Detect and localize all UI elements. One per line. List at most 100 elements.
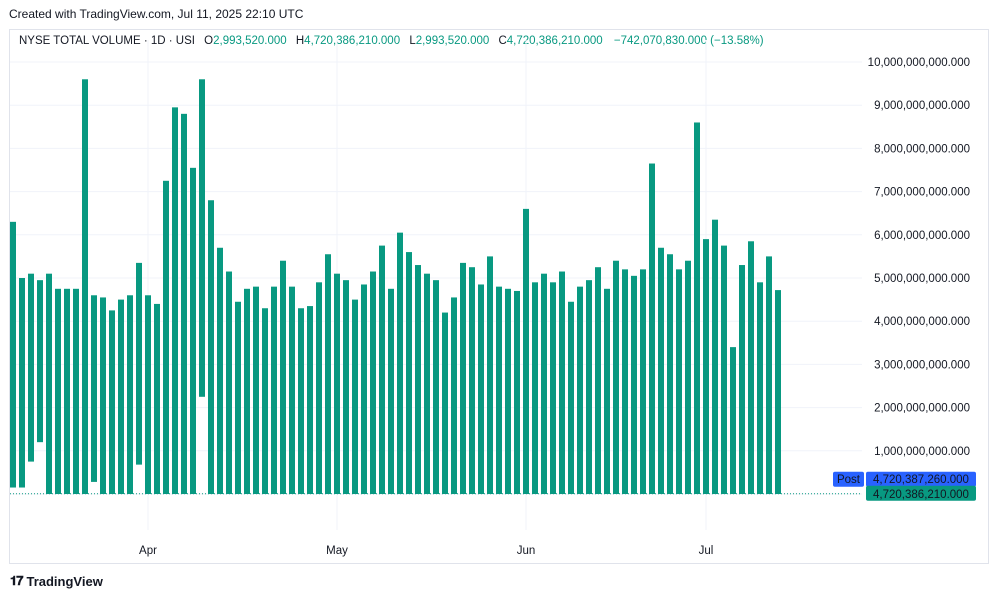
volume-bar [343,280,349,494]
tradingview-logo-icon: 𝟏𝟕 [10,573,24,588]
volume-bar [631,275,637,494]
volume-bar [199,79,205,397]
tradingview-logo[interactable]: 𝟏𝟕 TradingView [10,573,103,589]
low-label: L [409,35,416,47]
volume-bar [118,299,124,494]
volume-bar [694,122,700,494]
volume-bar [532,282,538,494]
volume-bar [766,256,772,494]
volume-bar [298,308,304,494]
volume-bar [775,290,781,494]
volume-bar [685,260,691,494]
volume-bar [55,288,61,494]
symbol-title[interactable]: NYSE TOTAL VOLUME · 1D · USI [19,35,195,47]
volume-bar [712,219,718,494]
ohlc-legend: NYSE TOTAL VOLUME · 1D · USI O2,993,520.… [19,35,764,47]
volume-bar [451,297,457,494]
volume-bar [460,262,466,494]
y-tick-label: 2,000,000,000.000 [874,403,970,415]
volume-bar [730,347,736,494]
volume-bar [100,297,106,494]
volume-bar [28,273,34,462]
change-value: −742,070,830.000 (−13.58%) [613,35,764,47]
volume-bar [757,282,763,494]
volume-bar [91,295,97,482]
open-label: O [204,35,214,47]
post-label: Post [837,474,861,486]
volume-bar [136,262,142,465]
y-axis: 0.0001,000,000,000.0002,000,000,000.0003… [868,57,970,501]
volume-bar [667,254,673,494]
volume-bar [334,273,340,494]
volume-bar [172,107,178,495]
volume-bar [388,288,394,494]
x-tick-label: Apr [139,545,157,557]
volume-bar [181,113,187,494]
volume-bar [442,312,448,494]
volume-bar [262,308,268,494]
y-tick-label: 4,000,000,000.000 [874,316,970,328]
volume-bar [550,282,556,494]
bar-series [10,79,781,495]
open-value: 2,993,520.000 [213,35,287,47]
close-value: 4,720,386,210.000 [506,35,603,47]
y-tick-label: 1,000,000,000.000 [874,446,970,458]
volume-bar [505,288,511,494]
volume-bar [325,254,331,494]
volume-bar [721,245,727,494]
volume-bar [289,286,295,494]
volume-bar [433,280,439,494]
volume-bar [154,303,160,494]
volume-bar [316,282,322,494]
volume-bar [361,284,367,494]
volume-bar [253,286,259,494]
volume-bar [379,245,385,494]
price-tags: Post 4,720,387,260.000 4,720,386,210.000 [10,471,976,501]
volume-bar [469,267,475,494]
last-value-tag [866,485,976,501]
volume-bar [523,208,529,494]
volume-bar [73,288,79,494]
volume-bar [577,286,583,494]
volume-bar [37,280,43,443]
volume-bar [46,273,52,494]
chart-caption: Created with TradingView.com, Jul 11, 20… [9,7,304,21]
post-value-tag [866,471,976,487]
volume-bar [271,286,277,494]
last-value: 4,720,386,210.000 [873,489,969,501]
high-value: 4,720,386,210.000 [304,35,401,47]
y-tick-label: 7,000,000,000.000 [874,187,970,199]
volume-bar [604,288,610,494]
volume-bar [397,232,403,494]
close-label: C [498,35,507,47]
y-tick-label: 3,000,000,000.000 [874,359,970,371]
volume-bar [424,273,430,494]
volume-bar [244,288,250,494]
chart-frame [9,29,989,564]
volume-bar [64,288,70,494]
volume-bar [109,310,115,494]
volume-bar [658,247,664,494]
volume-bar [82,79,88,494]
volume-bar [307,306,313,494]
volume-bar [127,295,133,494]
volume-bar [640,269,646,494]
volume-bar [676,269,682,494]
volume-bar [559,271,565,494]
x-tick-label: Jul [699,545,714,557]
volume-bar [739,265,745,494]
volume-bar [649,163,655,494]
volume-bar [595,267,601,494]
x-axis: Apr May Jun Jul [139,545,713,557]
volume-bar [478,284,484,494]
post-value: 4,720,387,260.000 [873,474,969,486]
y-tick-label: 6,000,000,000.000 [874,230,970,242]
volume-bar [568,301,574,494]
brand-name: TradingView [26,573,103,589]
x-tick-label: May [326,545,348,557]
volume-bar [19,278,25,488]
volume-bar [406,252,412,494]
volume-bar [541,273,547,494]
volume-bar [145,295,151,494]
